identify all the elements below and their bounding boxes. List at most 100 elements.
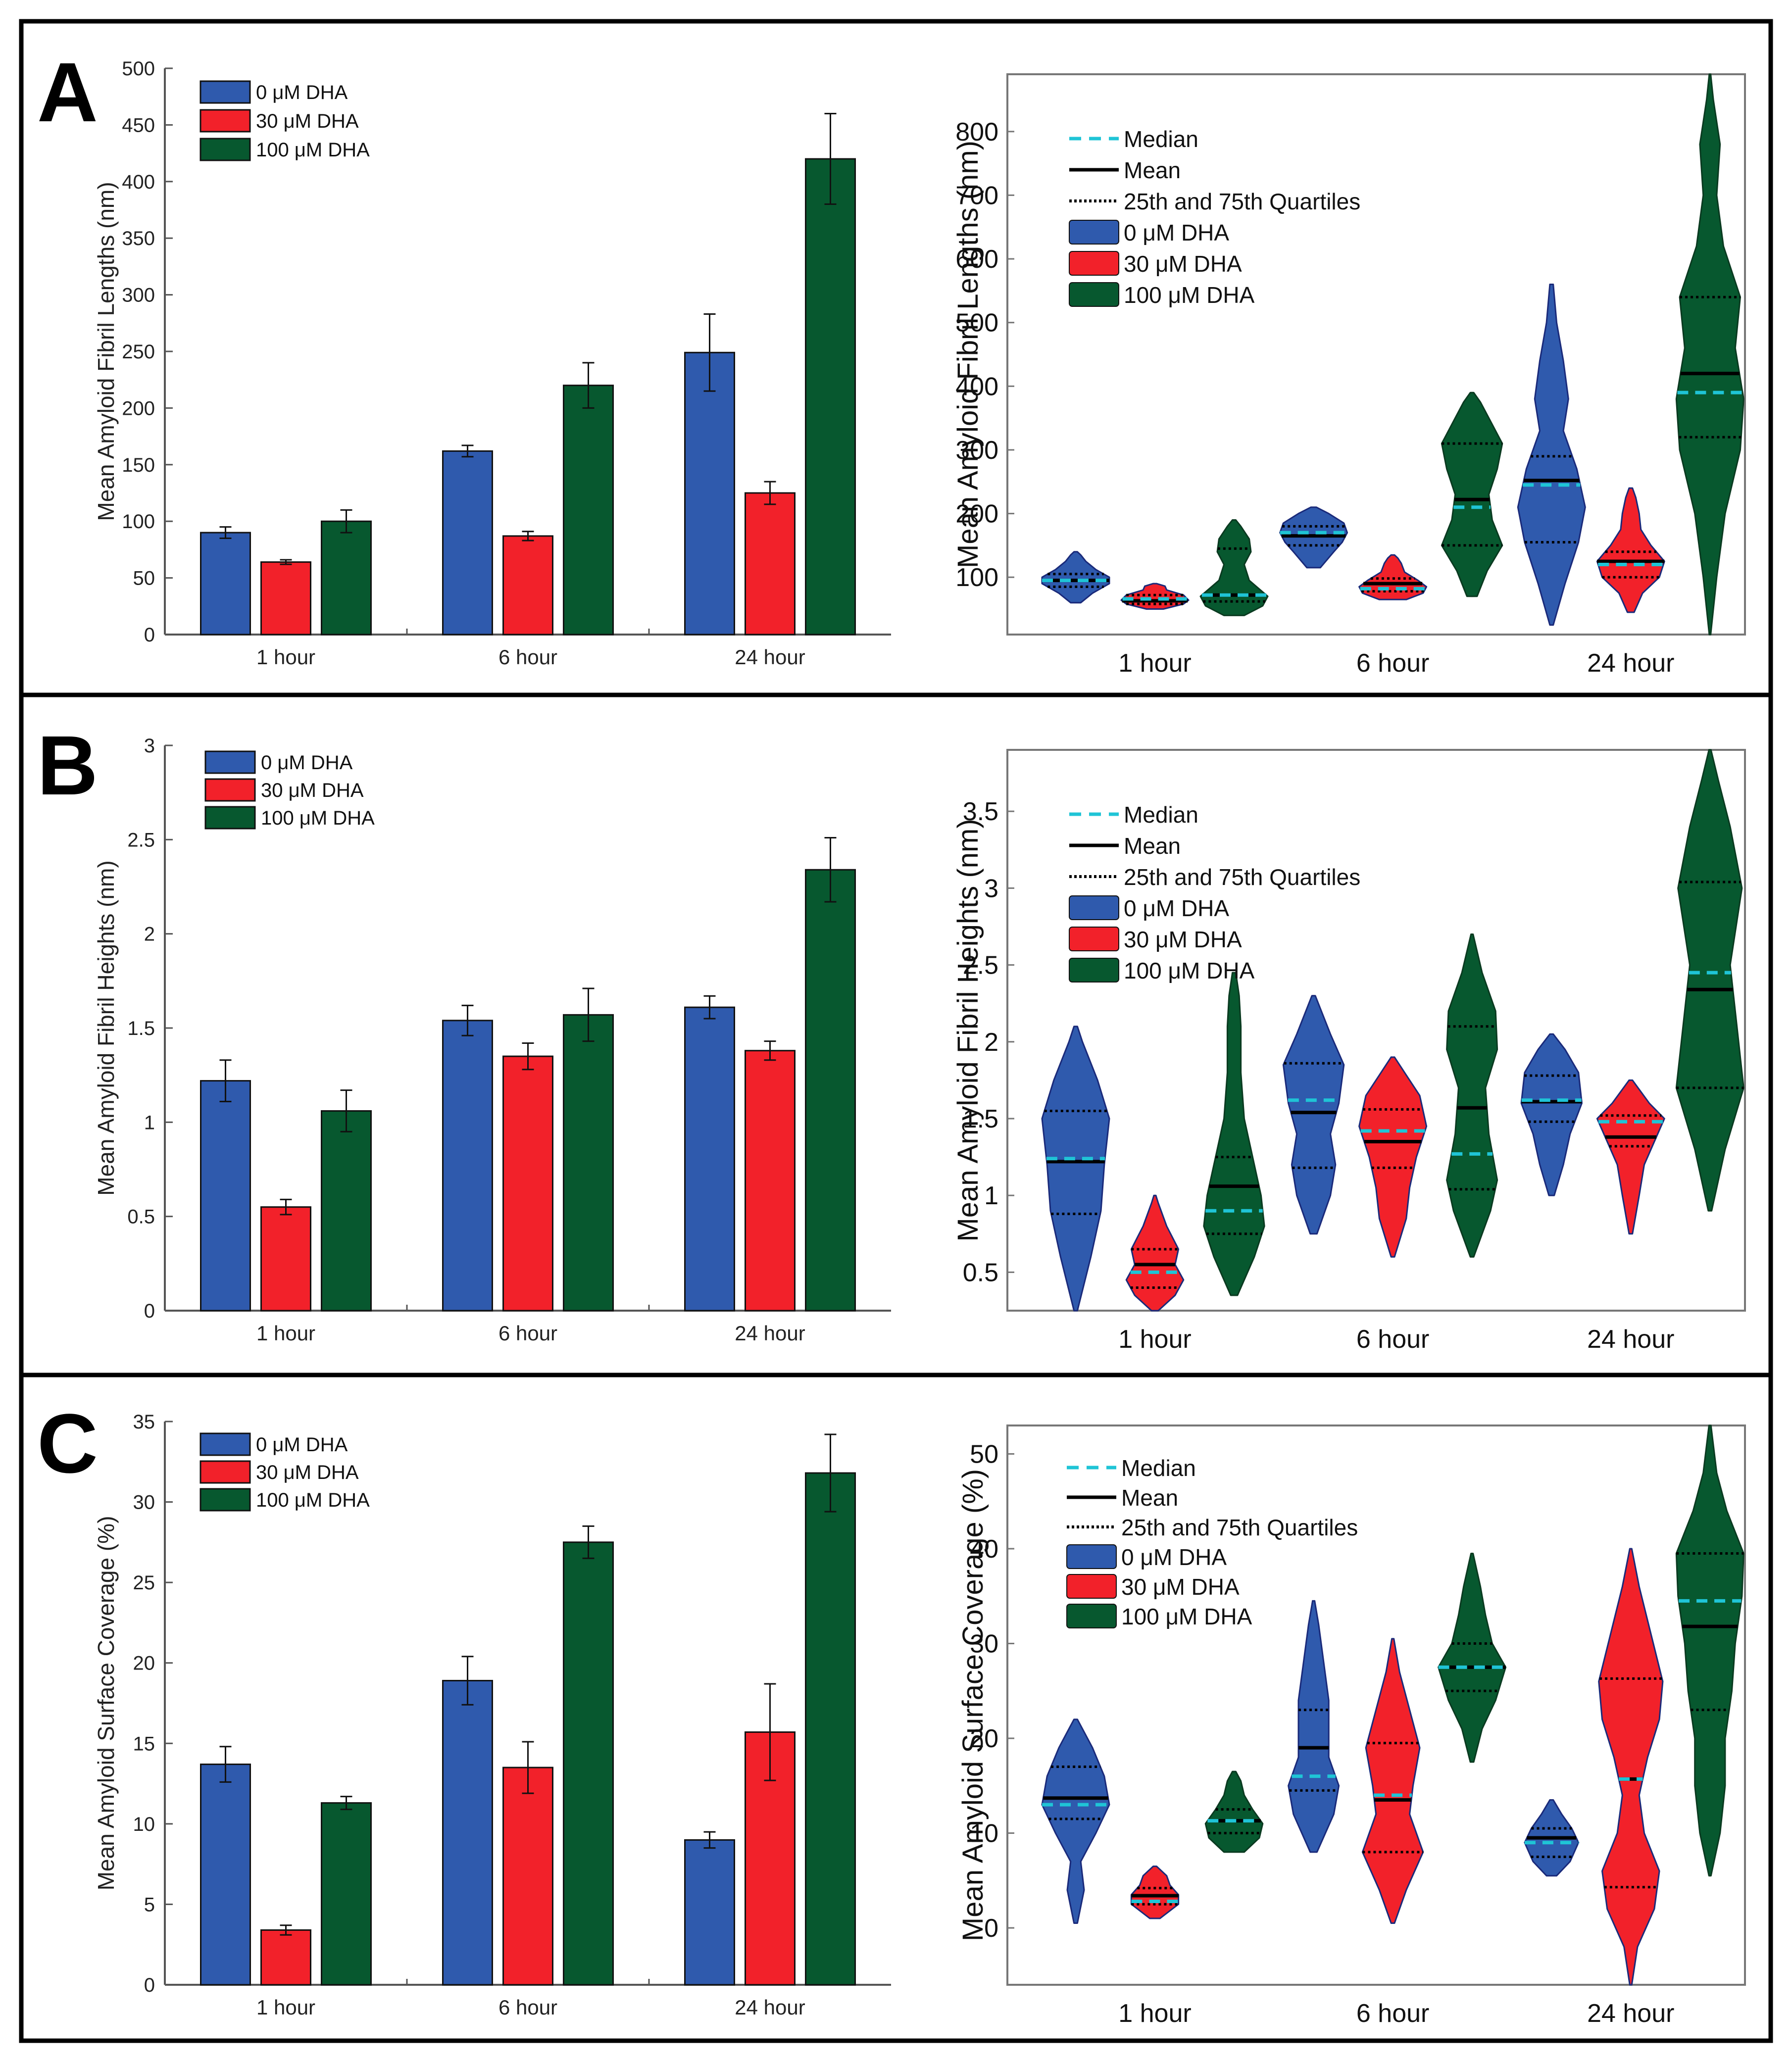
y-axis-label: Mean Amyloid Fibril Heights (nm) bbox=[93, 860, 119, 1195]
bar-green-6-hour bbox=[563, 385, 614, 636]
x-tick-label: 1 hour bbox=[1118, 1325, 1191, 1354]
x-tick-label: 24 hour bbox=[1587, 1999, 1674, 2028]
y-tick-label: 0.5 bbox=[963, 1258, 998, 1287]
bar-red-6-hour bbox=[502, 1767, 553, 1986]
violin-blue-6-hour bbox=[1279, 506, 1348, 569]
legend-swatch-blue bbox=[199, 80, 251, 104]
legend-label: 30 μM DHA bbox=[1124, 927, 1242, 952]
y-tick-label: 2 bbox=[144, 924, 155, 945]
bar-green-6-hour bbox=[563, 1541, 614, 1986]
violin-legend: Median Mean 25th and 75th Quartiles 0 μM DH… bbox=[1069, 126, 1360, 308]
legend-swatch-red bbox=[204, 778, 256, 802]
bar-blue-1-hour bbox=[200, 1764, 251, 1986]
panel-c-letter: C bbox=[37, 1397, 98, 1491]
y-tick-label: 20 bbox=[133, 1653, 155, 1674]
legend-label: 100 μM DHA bbox=[1121, 1604, 1252, 1629]
violin-red-1-hour bbox=[1125, 1194, 1185, 1312]
bar-red-1-hour bbox=[260, 1929, 311, 1986]
legend-label: 100 μM DHA bbox=[261, 807, 375, 829]
violin-green-1-hour bbox=[1199, 519, 1269, 616]
violin-blue-1-hour bbox=[1041, 1718, 1110, 1924]
bar-blue-1-hour bbox=[200, 1080, 251, 1312]
bar-red-6-hour bbox=[502, 1055, 553, 1312]
legend-swatch-green bbox=[1066, 1604, 1117, 1628]
bar-green-24-hour bbox=[805, 1472, 856, 1986]
violin-red-1-hour bbox=[1130, 1866, 1180, 1919]
violin-body bbox=[1199, 519, 1269, 616]
plot-frame bbox=[1006, 1424, 1746, 1986]
y-tick-label: 300 bbox=[955, 436, 998, 465]
y-tick-label: 0.5 bbox=[127, 1206, 155, 1228]
bar-legend: 0 μM DHA 30 μM DHA 100 μM DHA bbox=[199, 1432, 370, 1512]
y-tick-label: 200 bbox=[122, 397, 155, 419]
y-tick-label: 40 bbox=[970, 1535, 998, 1564]
violin-body bbox=[1675, 749, 1744, 1212]
x-tick-label: 1 hour bbox=[256, 1996, 315, 2019]
y-tick-label: 0 bbox=[144, 1300, 155, 1322]
violin-green-1-hour bbox=[1204, 1770, 1264, 1853]
bar-legend: 0 μM DHA 30 μM DHA 100 μM DHA bbox=[199, 80, 370, 161]
bar-blue-24-hour bbox=[684, 1839, 735, 1986]
y-axis-label: Mean Amyloid Fibril Heights (nm) bbox=[952, 819, 984, 1241]
legend-label: 30 μM DHA bbox=[1124, 251, 1242, 277]
y-tick-label: 700 bbox=[955, 181, 998, 210]
violin-body bbox=[1358, 554, 1428, 600]
legend-swatch-blue bbox=[1069, 895, 1119, 920]
x-tick-label: 1 hour bbox=[1118, 649, 1191, 678]
y-tick-label: 2.5 bbox=[127, 829, 155, 851]
legend-label: 30 μM DHA bbox=[256, 110, 359, 132]
violin-green-6-hour bbox=[1441, 392, 1503, 597]
y-tick-label: 15 bbox=[133, 1733, 155, 1755]
y-tick-label: 600 bbox=[955, 245, 998, 274]
bar-red-1-hour bbox=[260, 1206, 311, 1312]
y-tick-label: 100 bbox=[955, 563, 998, 592]
legend-label: 25th and 75th Quartiles bbox=[1124, 189, 1360, 214]
violin-body bbox=[1598, 1548, 1664, 1986]
plot-frame bbox=[1006, 749, 1746, 1312]
violin-body bbox=[1675, 1424, 1744, 1877]
bar-blue-6-hour bbox=[442, 1020, 493, 1312]
bar-blue-6-hour bbox=[442, 450, 493, 636]
violin-body bbox=[1203, 972, 1265, 1296]
violin-red-24-hour bbox=[1596, 1079, 1665, 1235]
violin-legend: Median Mean 25th and 75th Quartiles 0 μM DH… bbox=[1066, 1455, 1358, 1629]
legend-label: 0 μM DHA bbox=[261, 752, 353, 774]
bar-blue-24-hour bbox=[684, 1006, 735, 1312]
x-tick-label: 6 hour bbox=[498, 1996, 557, 2019]
violin-body bbox=[1438, 1553, 1507, 1763]
y-axis-label: Mean Amyloid Fibril Lengths (nm) bbox=[952, 141, 984, 568]
x-tick-label: 1 hour bbox=[256, 1322, 315, 1345]
y-axis-label: Mean Amyloid Surface Coverage (%) bbox=[93, 1516, 119, 1891]
legend-swatch-green bbox=[199, 138, 251, 161]
y-tick-label: 150 bbox=[122, 454, 155, 476]
y-tick-label: 800 bbox=[955, 118, 998, 147]
violin-green-24-hour bbox=[1675, 73, 1744, 636]
legend-swatch-red bbox=[1066, 1574, 1117, 1599]
y-tick-label: 0 bbox=[144, 1974, 155, 1996]
violin-body bbox=[1517, 284, 1586, 626]
x-tick-label: 24 hour bbox=[735, 645, 805, 669]
x-tick-label: 6 hour bbox=[498, 645, 557, 669]
violin-legend: Median Mean 25th and 75th Quartiles 0 μM DH… bbox=[1069, 802, 1360, 983]
x-tick-label: 24 hour bbox=[735, 1996, 805, 2019]
bar-red-24-hour bbox=[745, 492, 796, 636]
legend-swatch-red bbox=[1069, 251, 1119, 276]
x-tick-label: 1 hour bbox=[256, 645, 315, 669]
y-axis-label: Mean Amyloid Surface Coverage (%) bbox=[957, 1469, 989, 1941]
legend-label: 0 μM DHA bbox=[1124, 220, 1229, 245]
violin-red-6-hour bbox=[1358, 1056, 1428, 1258]
violin-blue-24-hour bbox=[1520, 1033, 1583, 1196]
legend-label: 30 μM DHA bbox=[261, 780, 364, 801]
y-tick-label: 400 bbox=[122, 171, 155, 193]
y-tick-label: 350 bbox=[122, 228, 155, 249]
legend-label: Mean bbox=[1121, 1485, 1178, 1511]
violin-green-6-hour bbox=[1446, 933, 1498, 1258]
y-tick-label: 25 bbox=[133, 1572, 155, 1594]
legend-label: 100 μM DHA bbox=[1124, 282, 1255, 308]
violin-blue-24-hour bbox=[1524, 1799, 1580, 1877]
legend-label: 25th and 75th Quartiles bbox=[1121, 1515, 1358, 1540]
plot-frame bbox=[1006, 73, 1746, 636]
bar-blue-1-hour bbox=[200, 532, 251, 636]
